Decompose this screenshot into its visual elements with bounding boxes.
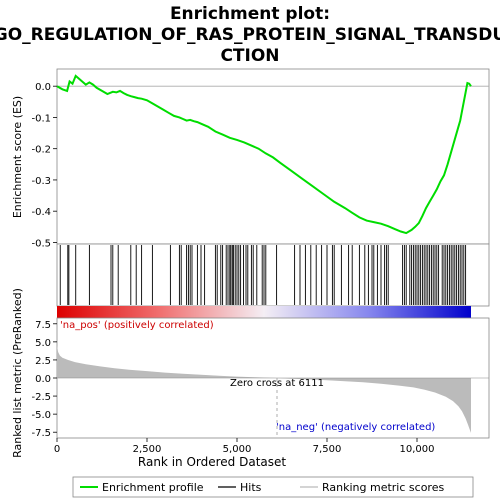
- metric-ytick-label: -5.0: [31, 410, 51, 421]
- es-ytick-label: -0.3: [31, 176, 51, 187]
- metric-ytick-label: 7.5: [35, 320, 51, 331]
- es-ylabel: Enrichment score (ES): [11, 96, 24, 218]
- metric-yaxis-ticks: 7.5 5.0 2.5 0.0 -2.5 -5.0 -7.5: [31, 320, 57, 439]
- legend-box: [72, 476, 474, 498]
- es-ytick-label: -0.1: [31, 113, 51, 124]
- legend-label: Enrichment profile: [102, 481, 204, 494]
- legend-label: Ranking metric scores: [322, 481, 444, 494]
- es-yaxis-ticks: 0.0 -0.1 -0.2 -0.3 -0.4 -0.5: [31, 82, 57, 249]
- hits-marks: [59, 245, 467, 305]
- es-ytick-label: -0.2: [31, 145, 51, 156]
- metric-ylabel: Ranked list metric (PreRanked): [11, 288, 24, 458]
- negative-correlation-label: 'na_neg' (negatively correlated): [276, 422, 435, 433]
- positive-correlation-label: 'na_pos' (positively correlated): [60, 320, 214, 331]
- metric-ytick-label: 0.0: [35, 374, 51, 385]
- xtick-label: 2,500: [133, 444, 162, 455]
- metric-ytick-label: 5.0: [35, 338, 51, 349]
- xtick-label: 5,000: [223, 444, 252, 455]
- xtick-label: 0: [54, 444, 60, 455]
- metric-ytick-label: 2.5: [35, 356, 51, 367]
- metric-ytick-label: -2.5: [31, 392, 51, 403]
- es-ytick-label: -0.5: [31, 238, 51, 249]
- xtick-label: 10,000: [400, 444, 435, 455]
- xaxis-ticks: 0 2,500 5,000 7,500 10,000: [54, 438, 435, 455]
- es-ytick-label: 0.0: [35, 82, 51, 93]
- es-ytick-label: -0.4: [31, 207, 51, 218]
- xaxis-label: Rank in Ordered Dataset: [138, 455, 286, 469]
- chart-title-line1: Enrichment plot:: [170, 4, 330, 24]
- chart-title-line3: CTION: [220, 46, 279, 66]
- xtick-label: 7,500: [313, 444, 342, 455]
- legend-label: Hits: [240, 481, 262, 494]
- legend: Enrichment profile Hits Ranking metric sco…: [80, 481, 444, 494]
- chart-title-line2: GO_REGULATION_OF_RAS_PROTEIN_SIGNAL_TRAN…: [0, 25, 500, 45]
- enrichment-profile-line: [56, 74, 472, 235]
- rank-color-bar: [57, 306, 471, 318]
- zero-cross-label: Zero cross at 6111: [230, 378, 324, 389]
- metric-ytick-label: -7.5: [31, 428, 51, 439]
